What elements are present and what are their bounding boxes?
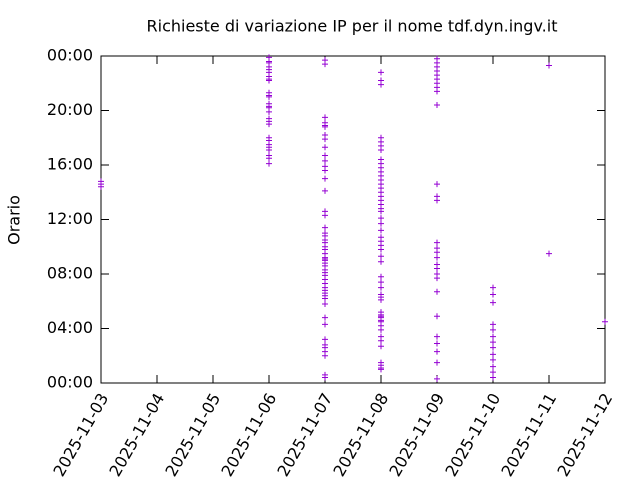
point (490, 326, 496, 333)
point (378, 343, 384, 350)
point (322, 152, 328, 159)
y-axis-label: Orario (5, 195, 24, 245)
point (546, 62, 552, 69)
point (266, 77, 272, 84)
point (378, 147, 384, 154)
point (490, 369, 496, 376)
y-tick-label: 00:00 (47, 46, 93, 65)
point (602, 318, 608, 325)
y-tick-label: 04:00 (47, 318, 93, 337)
point (322, 212, 328, 219)
point (266, 108, 272, 115)
point (322, 314, 328, 321)
point (266, 147, 272, 154)
point (378, 246, 384, 253)
point (322, 144, 328, 151)
point (546, 250, 552, 257)
point (378, 69, 384, 76)
y-tick-label: 20:00 (47, 100, 93, 119)
point (490, 339, 496, 346)
point (490, 291, 496, 298)
point (378, 326, 384, 333)
point (266, 155, 272, 162)
y-tick-label: 08:00 (47, 264, 93, 283)
point (434, 288, 440, 295)
point (98, 183, 104, 190)
point (434, 340, 440, 347)
point (378, 279, 384, 286)
point (322, 295, 328, 302)
point (322, 352, 328, 359)
point (322, 61, 328, 68)
point (490, 284, 496, 291)
point (322, 321, 328, 328)
point (434, 348, 440, 355)
point (322, 114, 328, 121)
point (490, 374, 496, 381)
point (378, 220, 384, 227)
point (322, 123, 328, 130)
point (490, 344, 496, 351)
point (322, 175, 328, 182)
point (434, 88, 440, 95)
point (490, 321, 496, 328)
point (378, 81, 384, 88)
point (490, 363, 496, 370)
point (490, 299, 496, 306)
point (434, 102, 440, 109)
point (322, 187, 328, 194)
point (434, 265, 440, 272)
point (434, 181, 440, 188)
point (434, 239, 440, 246)
point (378, 366, 384, 373)
point (378, 258, 384, 265)
point (378, 284, 384, 291)
point (434, 375, 440, 382)
point (434, 249, 440, 256)
point (322, 336, 328, 343)
point (378, 296, 384, 303)
point (266, 160, 272, 167)
chart-title: Richieste di variazione IP per il nome t… (147, 17, 558, 36)
point (322, 224, 328, 231)
point (322, 300, 328, 307)
y-tick-label: 12:00 (47, 209, 93, 228)
point (378, 215, 384, 222)
point (434, 333, 440, 340)
point (322, 374, 328, 381)
point (322, 136, 328, 143)
y-tick-label: 16:00 (47, 155, 93, 174)
point (266, 121, 272, 128)
point (434, 359, 440, 366)
y-tick-label: 00:00 (47, 373, 93, 392)
point (490, 333, 496, 340)
point (378, 227, 384, 234)
point (378, 253, 384, 260)
point (434, 313, 440, 320)
point (490, 356, 496, 363)
point (378, 208, 384, 215)
point (434, 275, 440, 282)
point (434, 197, 440, 204)
point (322, 167, 328, 174)
point (378, 273, 384, 280)
point (322, 157, 328, 164)
point (490, 351, 496, 358)
point (434, 254, 440, 261)
point (266, 93, 272, 100)
point (378, 337, 384, 344)
